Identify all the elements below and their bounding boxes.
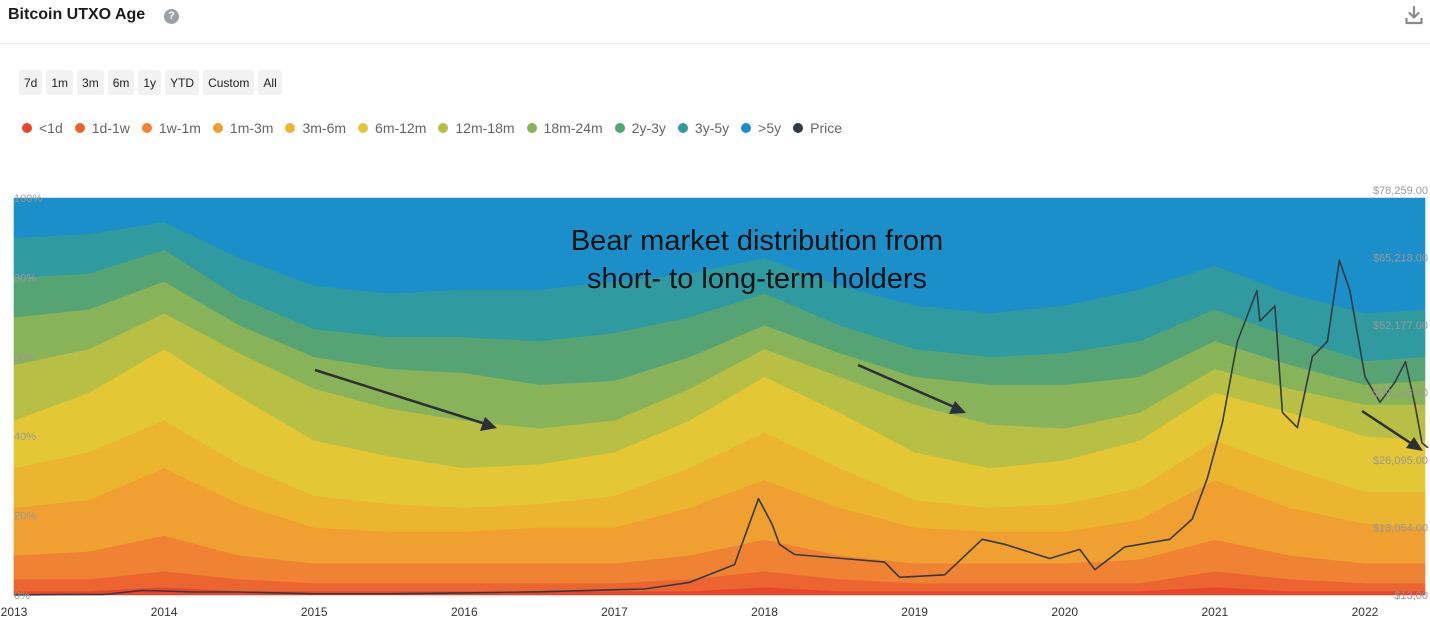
range-6m-button[interactable]: 6m — [107, 70, 135, 95]
price-tick-label: $78,259.00 — [1373, 185, 1428, 197]
price-tick-label: $39,136.00 — [1373, 388, 1428, 400]
x-tick-label: 2013 — [1, 605, 28, 619]
legend-dot-icon — [793, 123, 804, 133]
legend-label: 2y-3y — [631, 120, 666, 136]
legend-dot-icon — [22, 123, 32, 133]
range-3m-button[interactable]: 3m — [77, 70, 104, 95]
arrow-2015-head — [480, 417, 497, 431]
arrow-2019 — [857, 363, 962, 412]
legend-item-lt-1d[interactable]: <1d — [22, 120, 63, 136]
arrow-2022 — [1361, 409, 1419, 450]
price-tick-label: $13,00 — [1394, 590, 1428, 602]
x-tick-label: 2016 — [451, 605, 478, 619]
legend-item-18m-24m[interactable]: 18m-24m — [526, 120, 603, 136]
legend-dot-icon — [741, 123, 752, 133]
chart-header: Bitcoin UTXO Age ? — [0, 0, 1430, 44]
legend-label: 3m-6m — [302, 120, 347, 136]
y-tick-label: 40% — [14, 431, 36, 443]
y-axis-price: $13,00 $13,054.00 $26,095.00 $39,136.00 $52,… — [1373, 185, 1428, 602]
x-axis: 2013 2014 2015 2016 2017 2018 2019 2020 2021 2022 — [1, 605, 1379, 619]
range-ytd-button[interactable]: YTD — [165, 70, 200, 95]
legend-dot-icon — [141, 123, 152, 133]
legend-item-price[interactable]: Price — [793, 120, 842, 136]
arrow-2015 — [314, 368, 493, 428]
legend-dot-icon — [438, 123, 449, 133]
x-tick-label: 2022 — [1352, 605, 1379, 619]
x-tick-label: 2015 — [301, 605, 328, 619]
legend-label: 1w-1m — [158, 120, 201, 136]
legend-dot-icon — [212, 123, 223, 133]
arrow-2022-head — [1406, 437, 1423, 451]
legend-dot-icon — [677, 123, 688, 133]
x-tick-label: 2020 — [1051, 605, 1078, 619]
price-tick-label: $26,095.00 — [1373, 455, 1428, 467]
legend-label: 12m-18m — [455, 120, 515, 136]
range-1y-button[interactable]: 1y — [138, 70, 162, 95]
y-tick-label: 80% — [14, 272, 36, 284]
x-tick-label: 2014 — [151, 605, 178, 619]
y-tick-label: 60% — [14, 352, 36, 364]
annotation-text: Bear market distribution from — [571, 225, 943, 257]
download-icon[interactable] — [1403, 4, 1425, 26]
arrow-2019-head — [949, 401, 966, 414]
x-tick-label: 2019 — [901, 605, 928, 619]
price-tick-label: $52,177.00 — [1373, 320, 1428, 332]
legend-item-3y-5y[interactable]: 3y-5y — [677, 120, 730, 136]
legend-label: 1m-3m — [229, 120, 274, 136]
chart-legend: <1d 1d-1w 1w-1m 1m-3m 3m-6m 6m-12m 12m-18m 18m-… — [22, 120, 842, 136]
legend-dot-icon — [285, 123, 296, 133]
price-tick-label: $13,054.00 — [1373, 523, 1428, 535]
legend-label: >5y — [758, 120, 782, 136]
stacked-areas — [13, 197, 1426, 596]
annotation-text: short- to long-term holders — [587, 263, 927, 295]
legend-item-3m-6m[interactable]: 3m-6m — [285, 120, 346, 136]
chart-title: Bitcoin UTXO Age — [8, 6, 146, 23]
legend-item-gt-5y[interactable]: >5y — [741, 120, 781, 136]
x-tick-label: 2021 — [1201, 605, 1228, 619]
legend-label: Price — [810, 120, 843, 136]
x-tick-label: 2018 — [751, 605, 778, 619]
legend-label: 3y-5y — [694, 120, 730, 136]
legend-dot-icon — [614, 123, 625, 133]
area-gt-5y — [13, 197, 1426, 314]
question-circle-icon[interactable]: ? — [164, 9, 179, 24]
y-tick-label: 20% — [14, 511, 36, 523]
range-custom-button[interactable]: Custom — [203, 70, 255, 95]
y-tick-label: 0% — [14, 590, 30, 602]
legend-item-2y-3y[interactable]: 2y-3y — [614, 120, 666, 136]
legend-dot-icon — [358, 123, 369, 133]
legend-dot-icon — [74, 123, 85, 133]
arrows — [314, 363, 1423, 451]
legend-item-1w-1m[interactable]: 1w-1m — [141, 120, 201, 136]
legend-item-12m-18m[interactable]: 12m-18m — [438, 120, 515, 136]
range-selector: 7d 1m 3m 6m 1y YTD Custom All — [19, 70, 282, 95]
legend-label: 6m-12m — [375, 120, 427, 136]
legend-label: <1d — [39, 120, 63, 136]
y-axis-percent: 0% 20% 40% 60% 80% 100% — [14, 193, 42, 602]
y-tick-label: 100% — [14, 193, 42, 205]
legend-item-1m-3m[interactable]: 1m-3m — [212, 120, 274, 136]
legend-item-6m-12m[interactable]: 6m-12m — [358, 120, 426, 136]
price-line — [13, 259, 1429, 596]
annotations: Bear market distribution from short- to l… — [571, 225, 943, 295]
price-tick-label: $65,218.00 — [1373, 253, 1428, 265]
x-tick-label: 2017 — [601, 605, 628, 619]
legend-label: 1d-1w — [91, 120, 130, 136]
legend-label: 18m-24m — [543, 120, 603, 136]
legend-dot-icon — [526, 123, 537, 133]
range-7d-button[interactable]: 7d — [19, 70, 43, 95]
range-1m-button[interactable]: 1m — [46, 70, 74, 95]
legend-item-1d-1w[interactable]: 1d-1w — [74, 120, 130, 136]
utxo-age-chart: 0% 20% 40% 60% 80% 100% $13,00 $13,054.00 $26,0… — [1, 185, 1429, 619]
range-all-button[interactable]: All — [258, 70, 282, 95]
